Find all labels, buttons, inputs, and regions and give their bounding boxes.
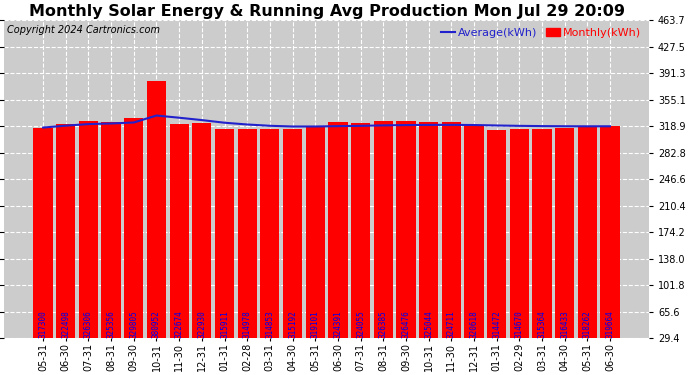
Bar bbox=[283, 129, 302, 360]
Bar bbox=[464, 125, 484, 360]
Text: 315364: 315364 bbox=[538, 310, 546, 338]
Text: 314978: 314978 bbox=[243, 310, 252, 338]
Bar bbox=[351, 123, 371, 360]
Text: 325044: 325044 bbox=[424, 310, 433, 338]
Text: 317300: 317300 bbox=[39, 310, 48, 338]
Text: 380952: 380952 bbox=[152, 310, 161, 338]
Bar bbox=[396, 121, 415, 360]
Text: 325356: 325356 bbox=[107, 310, 116, 338]
Bar bbox=[373, 121, 393, 360]
Bar bbox=[555, 128, 574, 360]
Bar bbox=[34, 128, 52, 360]
Text: 322674: 322674 bbox=[175, 310, 184, 338]
Text: 326476: 326476 bbox=[402, 310, 411, 338]
Title: Monthly Solar Energy & Running Avg Production Mon Jul 29 20:09: Monthly Solar Energy & Running Avg Produ… bbox=[28, 4, 624, 19]
Bar bbox=[237, 129, 257, 360]
Bar bbox=[193, 123, 211, 360]
Text: 314853: 314853 bbox=[266, 310, 275, 338]
Text: Copyright 2024 Cartronics.com: Copyright 2024 Cartronics.com bbox=[8, 25, 160, 35]
Legend: Average(kWh), Monthly(kWh): Average(kWh), Monthly(kWh) bbox=[440, 26, 643, 40]
Text: 329805: 329805 bbox=[129, 310, 138, 338]
Bar bbox=[600, 126, 620, 360]
Bar bbox=[306, 126, 325, 360]
Bar bbox=[260, 129, 279, 360]
Text: 322930: 322930 bbox=[197, 310, 206, 338]
Text: 326385: 326385 bbox=[379, 310, 388, 338]
Bar bbox=[510, 129, 529, 360]
Text: 314670: 314670 bbox=[515, 310, 524, 338]
Text: 324711: 324711 bbox=[446, 310, 456, 338]
Bar bbox=[532, 129, 551, 360]
Text: 319664: 319664 bbox=[606, 310, 615, 338]
Bar bbox=[79, 121, 98, 360]
Bar bbox=[147, 81, 166, 360]
Bar bbox=[56, 124, 75, 360]
Text: 316433: 316433 bbox=[560, 310, 569, 338]
Text: 318262: 318262 bbox=[583, 310, 592, 338]
Text: 322498: 322498 bbox=[61, 310, 70, 338]
Bar bbox=[170, 124, 189, 360]
Text: 320618: 320618 bbox=[469, 310, 478, 338]
Text: 315911: 315911 bbox=[220, 310, 229, 338]
Text: 319101: 319101 bbox=[310, 310, 319, 338]
Text: 315192: 315192 bbox=[288, 310, 297, 338]
Bar bbox=[487, 130, 506, 360]
Text: 326306: 326306 bbox=[84, 310, 93, 338]
Text: 314472: 314472 bbox=[492, 310, 501, 338]
Bar bbox=[578, 127, 597, 360]
Bar bbox=[442, 122, 461, 360]
Bar bbox=[124, 118, 144, 360]
Bar bbox=[101, 122, 121, 360]
Text: 324391: 324391 bbox=[333, 310, 342, 338]
Bar bbox=[328, 122, 348, 360]
Bar bbox=[419, 122, 438, 360]
Text: 324055: 324055 bbox=[356, 310, 365, 338]
Bar bbox=[215, 129, 234, 360]
